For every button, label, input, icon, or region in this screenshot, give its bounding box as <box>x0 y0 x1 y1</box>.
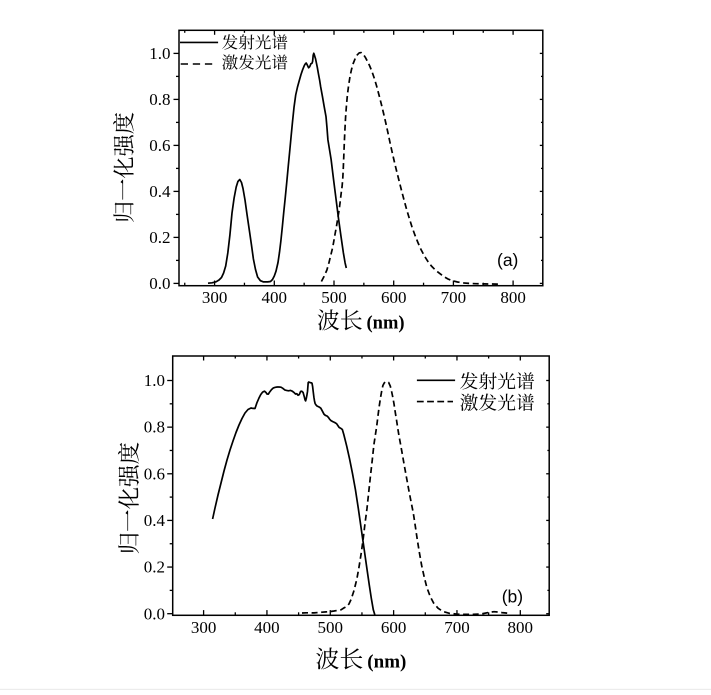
svg-text:700: 700 <box>441 288 467 307</box>
svg-text:500: 500 <box>321 288 347 307</box>
svg-text:600: 600 <box>381 618 407 637</box>
svg-text:0.2: 0.2 <box>144 558 165 577</box>
svg-text:400: 400 <box>254 618 280 637</box>
svg-text:0.6: 0.6 <box>149 136 170 155</box>
svg-text:600: 600 <box>381 288 407 307</box>
svg-text:0.0: 0.0 <box>144 604 165 623</box>
svg-text:800: 800 <box>500 288 526 307</box>
svg-text:0.2: 0.2 <box>149 228 170 247</box>
svg-text:300: 300 <box>202 288 228 307</box>
svg-text:0.4: 0.4 <box>149 182 171 201</box>
svg-text:400: 400 <box>262 288 288 307</box>
svg-text:500: 500 <box>318 618 344 637</box>
svg-text:(a): (a) <box>497 250 518 270</box>
svg-text:800: 800 <box>508 618 534 637</box>
svg-text:0.0: 0.0 <box>149 274 170 293</box>
svg-text:0.4: 0.4 <box>144 511 166 530</box>
svg-text:300: 300 <box>191 618 217 637</box>
svg-text:0.8: 0.8 <box>149 90 170 109</box>
svg-text:0.8: 0.8 <box>144 418 165 437</box>
svg-text:1.0: 1.0 <box>149 44 170 63</box>
svg-text:0.6: 0.6 <box>144 464 165 483</box>
svg-text:(b): (b) <box>502 586 523 606</box>
svg-text:700: 700 <box>444 618 470 637</box>
svg-text:(nm): (nm) <box>367 652 406 673</box>
svg-text:1.0: 1.0 <box>144 371 165 390</box>
svg-text:(nm): (nm) <box>367 314 405 334</box>
